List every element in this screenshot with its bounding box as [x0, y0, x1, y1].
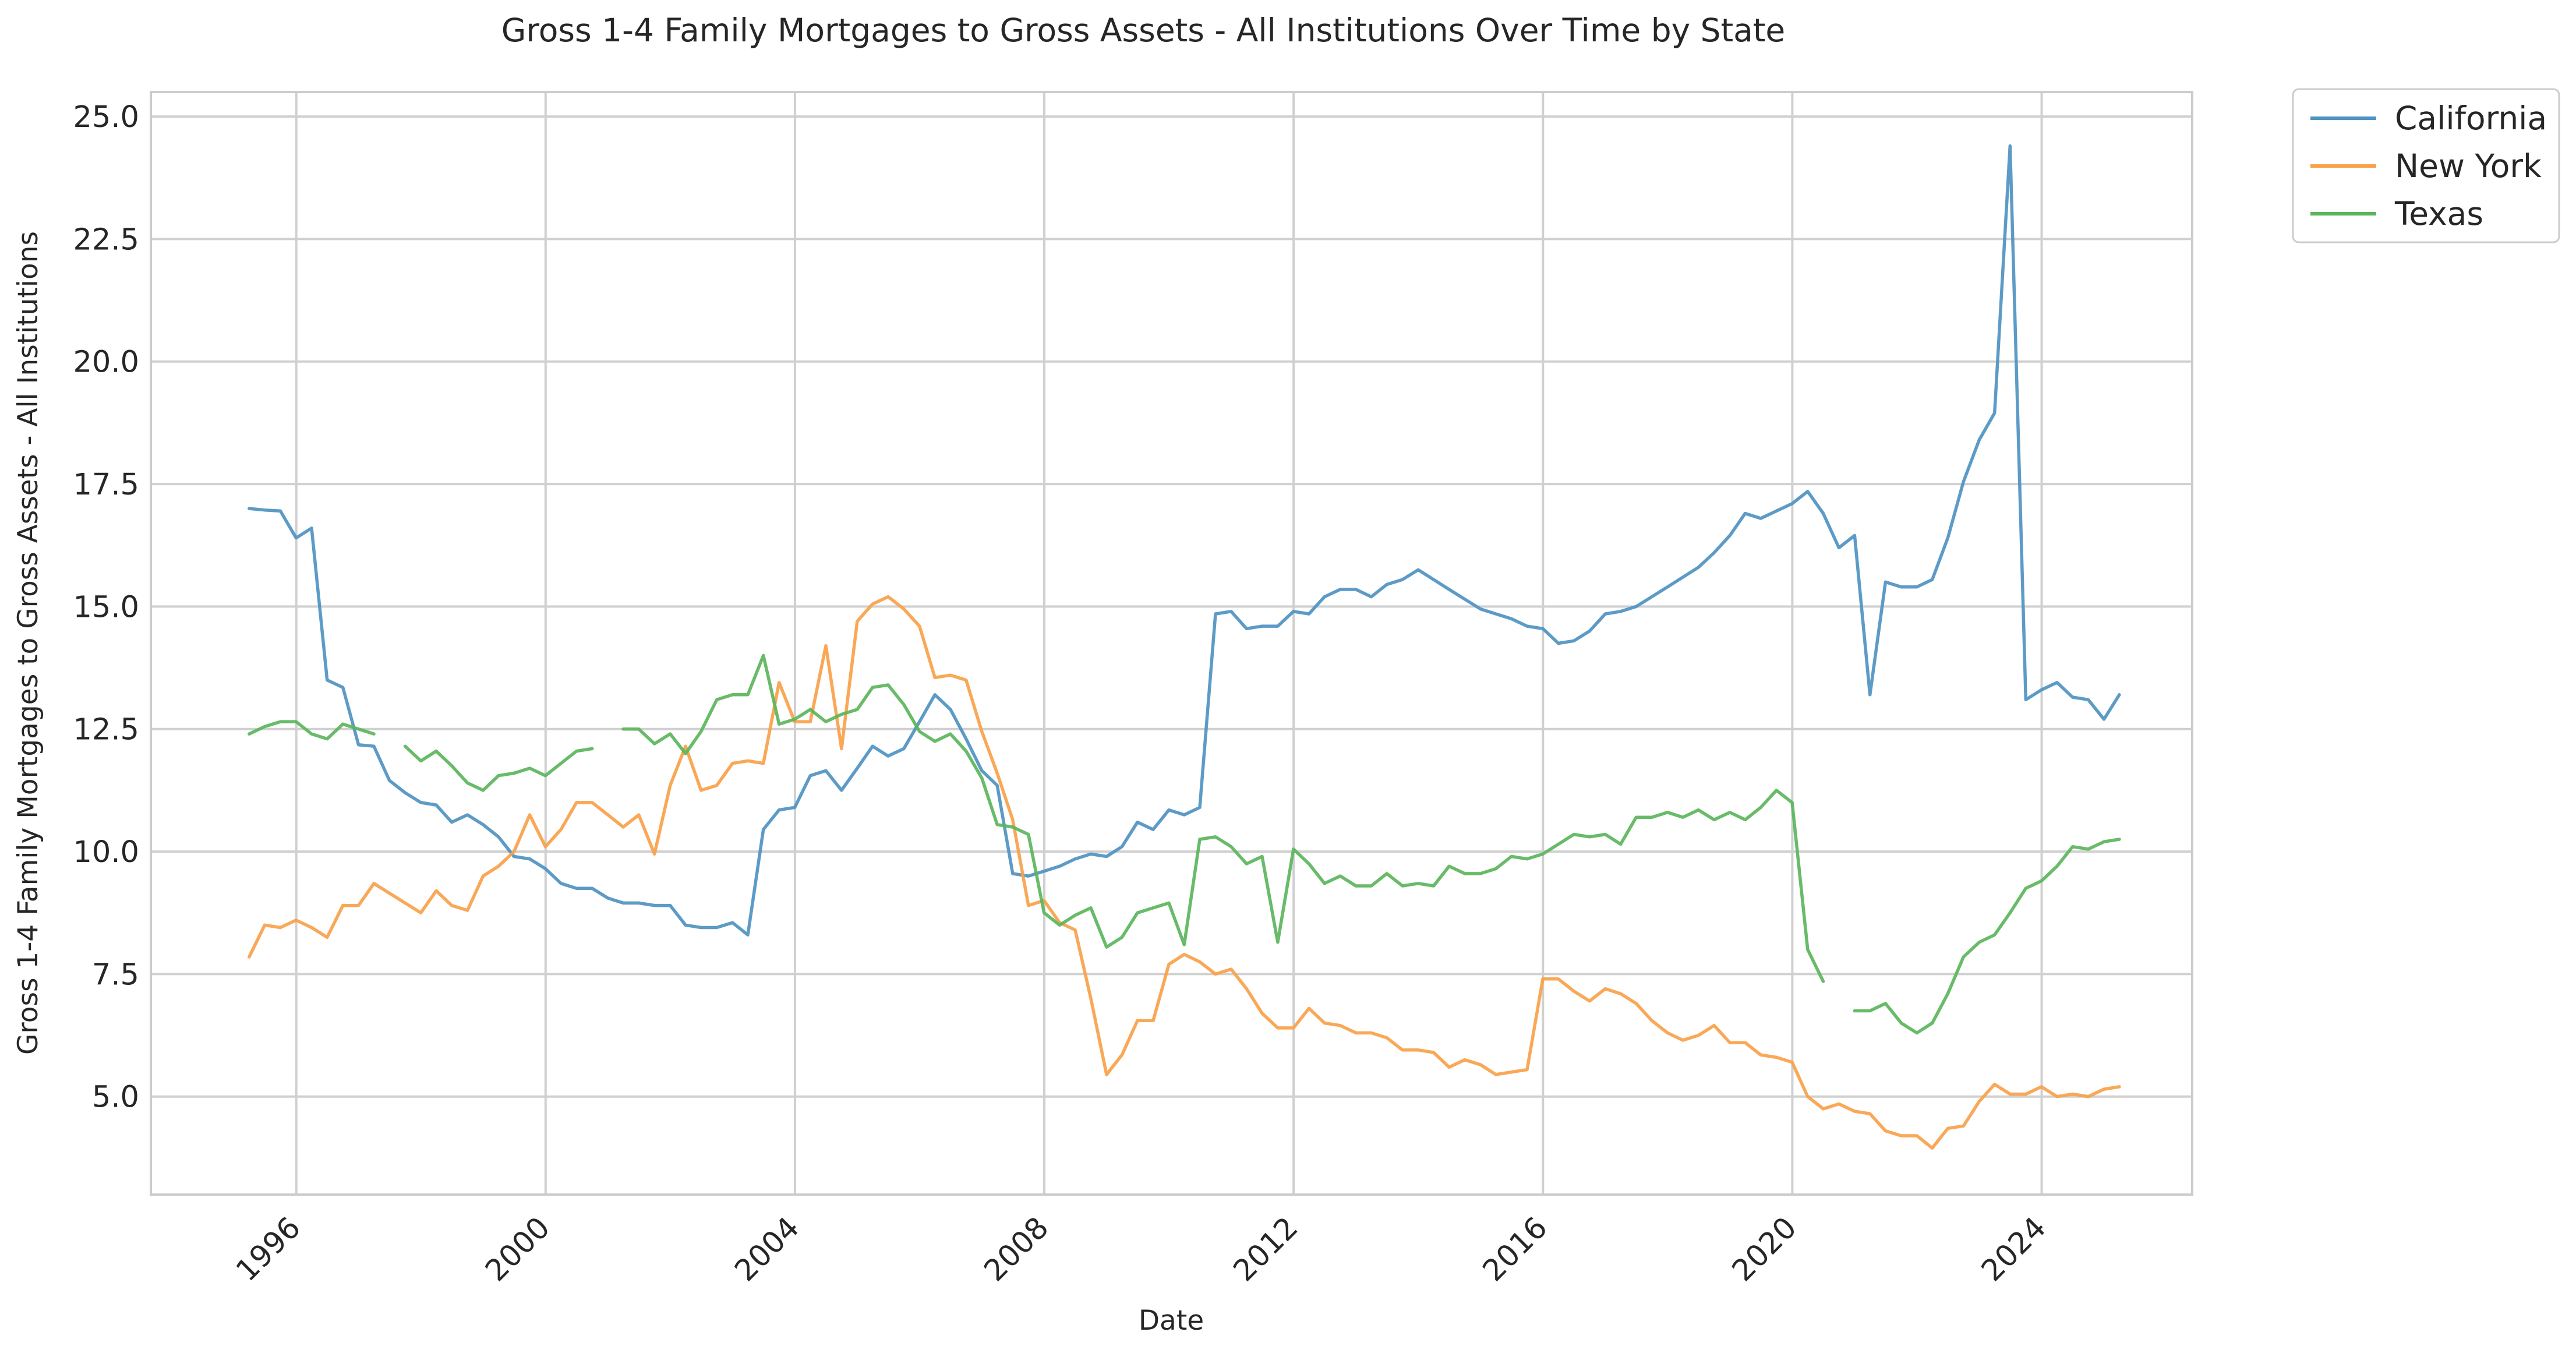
y-gridlines	[151, 115, 2192, 1098]
series-lines	[248, 144, 2121, 1150]
series-line-segment	[248, 595, 2121, 1150]
y-tick-label: 10.0	[73, 835, 139, 870]
series-line-segment	[248, 720, 376, 741]
legend-label: New York	[2395, 147, 2542, 185]
x-gridlines	[295, 92, 2043, 1195]
series-line-segment	[1853, 838, 2121, 1035]
legend: California New York Texas	[2292, 88, 2560, 243]
legend-label: Texas	[2394, 195, 2483, 232]
plot-frame	[150, 91, 2193, 1196]
y-tick-label: 12.5	[73, 713, 139, 747]
y-tick-label: 25.0	[73, 100, 139, 135]
y-axis-label: Gross 1-4 Family Mortgages to Gross Asse…	[12, 231, 44, 1055]
series-new-york	[248, 595, 2121, 1150]
y-tick-label: 20.0	[73, 345, 139, 380]
y-tick-label: 17.5	[73, 468, 139, 502]
y-tick-label: 15.0	[73, 590, 139, 624]
chart-title: Gross 1-4 Family Mortgages to Gross Asse…	[501, 12, 1786, 49]
y-axis-ticks: 5.0 7.5 10.0 12.5 15.0 17.5 20.0 22.5 25.0	[73, 100, 139, 1115]
series-line-segment	[621, 653, 1825, 983]
y-tick-label: 5.0	[92, 1080, 139, 1115]
plot-area	[150, 91, 2193, 1196]
legend-label: California	[2395, 100, 2547, 137]
x-axis-label: Date	[1139, 1305, 1204, 1337]
y-tick-label: 7.5	[92, 958, 139, 992]
series-line-segment	[403, 744, 594, 792]
series-texas	[248, 653, 2121, 1035]
legend-frame	[2292, 88, 2560, 243]
series-california	[248, 144, 2121, 937]
y-tick-label: 22.5	[73, 222, 139, 257]
series-line-segment	[248, 144, 2121, 937]
plot-background	[151, 92, 2192, 1195]
